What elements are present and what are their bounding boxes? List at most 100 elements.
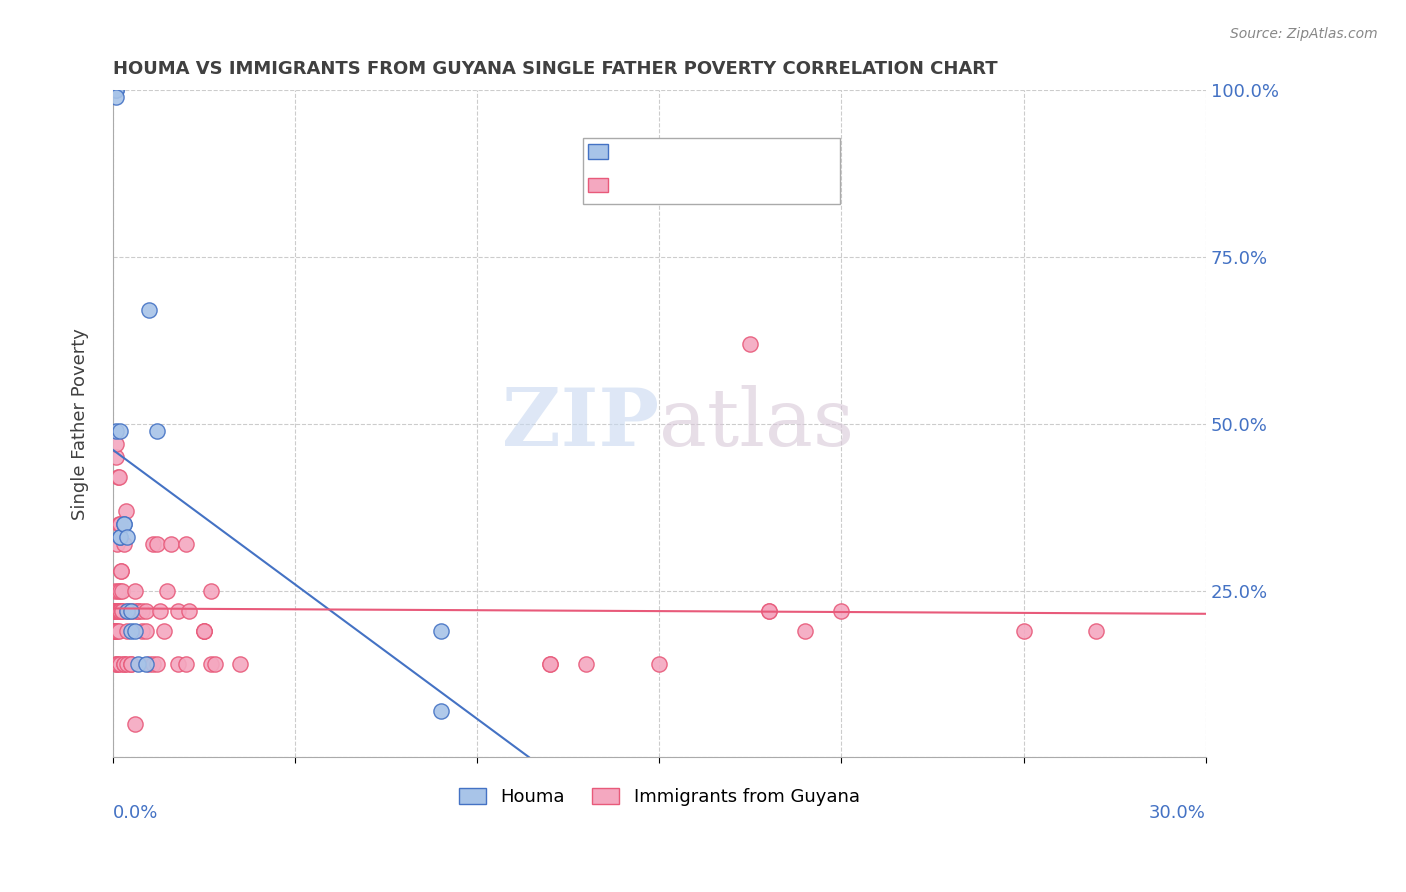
- Point: [1085, 624, 1108, 638]
- Text: N = 91: N = 91: [730, 176, 797, 194]
- Point: [110, 564, 132, 578]
- Text: Source: ZipAtlas.com: Source: ZipAtlas.com: [1230, 27, 1378, 41]
- Point: [167, 604, 190, 618]
- Point: [135, 604, 157, 618]
- FancyBboxPatch shape: [588, 145, 607, 159]
- Point: [174, 657, 197, 671]
- Point: [111, 604, 134, 618]
- Point: [127, 657, 149, 671]
- Point: [131, 624, 153, 638]
- Point: [108, 516, 131, 531]
- Point: [648, 657, 671, 671]
- Point: [179, 604, 201, 618]
- Point: [229, 657, 252, 671]
- Point: [104, 604, 127, 618]
- Point: [104, 604, 127, 618]
- Point: [112, 537, 135, 551]
- Point: [108, 424, 131, 438]
- Point: [108, 604, 131, 618]
- Point: [120, 604, 142, 618]
- Text: 30.0%: 30.0%: [1149, 804, 1206, 822]
- Point: [193, 624, 215, 638]
- Point: [174, 537, 197, 551]
- Point: [104, 624, 127, 638]
- Point: [104, 624, 127, 638]
- Point: [108, 657, 131, 671]
- Point: [104, 604, 127, 618]
- Point: [142, 537, 165, 551]
- Point: [124, 717, 146, 731]
- Point: [108, 530, 131, 544]
- Point: [112, 657, 135, 671]
- Point: [127, 604, 149, 618]
- Point: [105, 83, 128, 97]
- Point: [160, 537, 183, 551]
- Point: [138, 657, 160, 671]
- Point: [740, 336, 762, 351]
- Point: [105, 437, 128, 451]
- Point: [107, 470, 129, 484]
- Point: [108, 470, 131, 484]
- Point: [167, 657, 190, 671]
- Point: [429, 704, 451, 718]
- Point: [120, 624, 142, 638]
- Point: [204, 657, 226, 671]
- Point: [156, 583, 179, 598]
- Point: [103, 624, 125, 638]
- Point: [117, 604, 139, 618]
- Point: [108, 604, 131, 618]
- Point: [103, 624, 125, 638]
- Text: R = 0.612: R = 0.612: [616, 143, 706, 161]
- Point: [105, 83, 128, 97]
- Point: [794, 624, 817, 638]
- Point: [124, 624, 146, 638]
- Point: [153, 624, 176, 638]
- Point: [110, 564, 132, 578]
- Y-axis label: Single Father Poverty: Single Father Poverty: [72, 328, 89, 520]
- Legend: Houma, Immigrants from Guyana: Houma, Immigrants from Guyana: [450, 779, 869, 815]
- Text: ZIP: ZIP: [502, 384, 659, 463]
- Point: [117, 530, 139, 544]
- Point: [104, 583, 127, 598]
- Point: [193, 624, 215, 638]
- Point: [105, 604, 128, 618]
- Point: [103, 624, 125, 638]
- Text: R = 0.021: R = 0.021: [616, 176, 706, 194]
- Point: [117, 604, 139, 618]
- Text: N = 20: N = 20: [730, 143, 797, 161]
- Point: [149, 604, 172, 618]
- Point: [145, 537, 167, 551]
- Point: [145, 424, 167, 438]
- FancyBboxPatch shape: [588, 178, 607, 193]
- Point: [114, 503, 136, 517]
- Point: [108, 604, 131, 618]
- Point: [135, 624, 157, 638]
- Point: [107, 604, 129, 618]
- Point: [111, 604, 134, 618]
- Point: [193, 624, 215, 638]
- Point: [105, 604, 128, 618]
- Point: [127, 604, 149, 618]
- Point: [124, 583, 146, 598]
- Point: [758, 604, 780, 618]
- Point: [105, 657, 128, 671]
- Point: [117, 657, 139, 671]
- Point: [758, 604, 780, 618]
- Point: [104, 657, 127, 671]
- Point: [429, 624, 451, 638]
- Point: [111, 583, 134, 598]
- Point: [112, 516, 135, 531]
- Point: [108, 516, 131, 531]
- Point: [107, 624, 129, 638]
- Point: [120, 604, 142, 618]
- Point: [538, 657, 561, 671]
- Point: [575, 657, 598, 671]
- Text: atlas: atlas: [659, 384, 855, 463]
- Point: [108, 583, 131, 598]
- Point: [131, 604, 153, 618]
- Point: [105, 450, 128, 465]
- Point: [830, 604, 852, 618]
- Point: [120, 657, 142, 671]
- FancyBboxPatch shape: [582, 138, 839, 203]
- Point: [112, 516, 135, 531]
